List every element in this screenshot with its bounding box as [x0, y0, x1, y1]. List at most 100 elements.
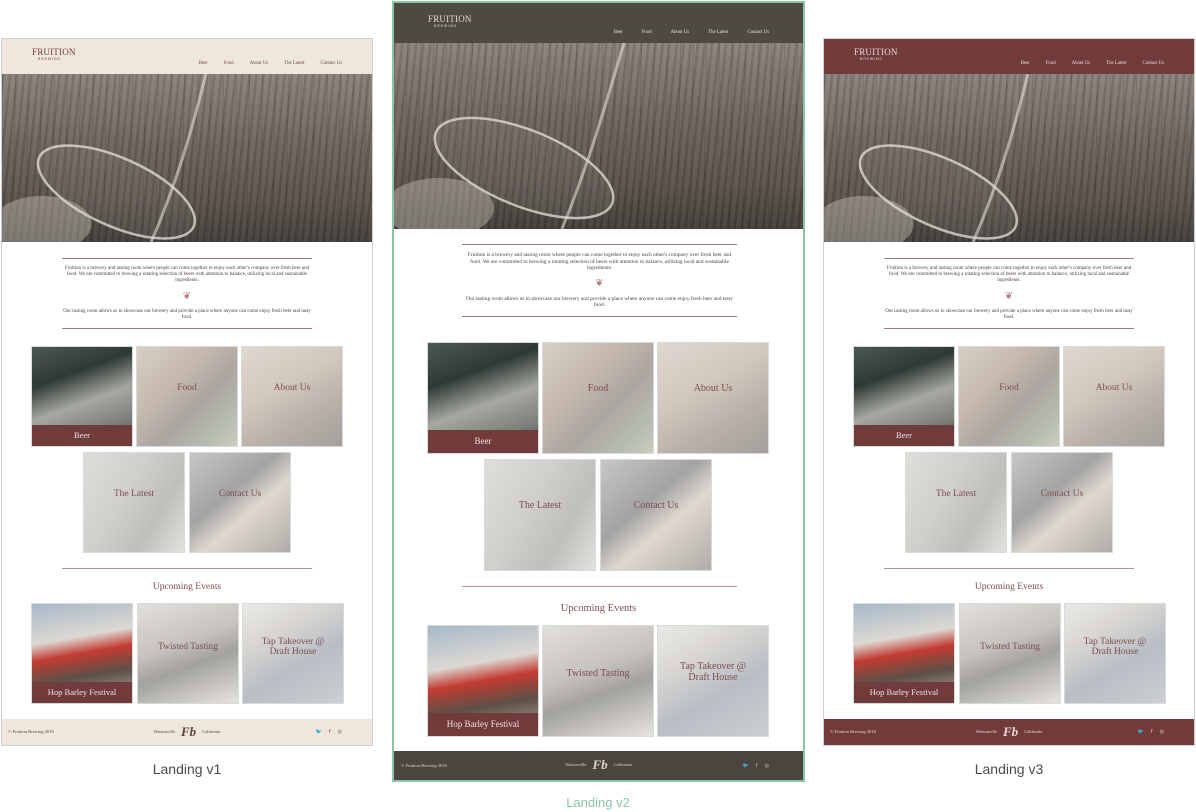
- hero-image: [394, 43, 803, 229]
- site-header: FRUITION BREWING Beer Food About Us The …: [2, 39, 372, 74]
- nav-beer[interactable]: Beer: [1020, 61, 1030, 66]
- tile-label: Food: [587, 383, 609, 394]
- tile-food[interactable]: Food: [136, 346, 238, 447]
- facebook-icon[interactable]: f: [1150, 729, 1153, 735]
- events-heading: Upcoming Events: [152, 582, 222, 592]
- nav-food[interactable]: Food: [641, 30, 652, 35]
- footer-location: Watsonville Fb California: [824, 724, 1194, 739]
- tile-the-latest[interactable]: The Latest: [905, 452, 1007, 553]
- divider: [462, 244, 737, 245]
- nav-beer[interactable]: Beer: [613, 30, 623, 35]
- tile-the-latest[interactable]: The Latest: [83, 452, 185, 553]
- tile-beer[interactable]: Beer: [853, 346, 955, 447]
- main-nav: Beer Food About Us The Latest Contact Us: [1021, 61, 1164, 66]
- copyright-text: © Fruition Brewing 2018: [401, 763, 447, 768]
- nav-about-us[interactable]: About Us: [670, 30, 690, 35]
- event-hop-barley-festival[interactable]: Hop Barley Festival: [427, 625, 539, 737]
- nav-the-latest[interactable]: The Latest: [284, 61, 305, 66]
- tile-label: Food: [999, 383, 1019, 393]
- divider: [884, 328, 1134, 330]
- event-twisted-tasting[interactable]: Twisted Tasting: [137, 603, 239, 704]
- event-tap-takeover[interactable]: Tap Takeover @ Draft House: [657, 625, 769, 737]
- logo-subtitle: BREWING: [38, 57, 62, 61]
- tile-contact-us[interactable]: Contact Us: [189, 452, 291, 553]
- tile-label: Beer: [428, 430, 538, 453]
- event-label: Tap Takeover @ Draft House: [261, 637, 325, 657]
- site-footer: © Fruition Brewing 2018 Watsonville Fb C…: [2, 719, 372, 745]
- nav-food[interactable]: Food: [1045, 61, 1056, 66]
- tile-contact-us[interactable]: Contact Us: [600, 459, 712, 571]
- nav-the-latest[interactable]: The Latest: [1106, 61, 1127, 66]
- tile-about-us[interactable]: About Us: [1063, 346, 1165, 447]
- events-heading: Upcoming Events: [560, 603, 637, 614]
- nav-the-latest[interactable]: The Latest: [708, 30, 729, 35]
- event-tap-takeover[interactable]: Tap Takeover @ Draft House: [242, 603, 344, 704]
- tile-about-us[interactable]: About Us: [241, 346, 343, 447]
- logo-wordmark: FRUITION: [854, 47, 898, 57]
- event-hop-barley-festival[interactable]: Hop Barley Festival: [31, 603, 133, 704]
- tile-food[interactable]: Food: [542, 342, 654, 454]
- tile-contact-us[interactable]: Contact Us: [1011, 452, 1113, 553]
- footer-location: Watsonville Fb California: [394, 757, 803, 772]
- nav-about-us[interactable]: About Us: [1071, 61, 1091, 66]
- landing-v1-mockup: FRUITION BREWING Beer Food About Us The …: [1, 38, 373, 746]
- social-links: 🐦 f ◎: [1138, 729, 1164, 735]
- nav-food[interactable]: Food: [223, 61, 234, 66]
- event-twisted-tasting[interactable]: Twisted Tasting: [959, 603, 1061, 704]
- tile-label: The Latest: [935, 489, 977, 499]
- site-header: FRUITION BREWING Beer Food About Us The …: [394, 3, 803, 43]
- tile-beer[interactable]: Beer: [427, 342, 539, 454]
- tile-label: About Us: [693, 383, 733, 394]
- caption-landing-v2: Landing v2: [566, 795, 630, 810]
- tile-label: Food: [177, 383, 197, 393]
- nav-contact-us[interactable]: Contact Us: [1142, 61, 1164, 66]
- landing-v3-mockup: FRUITION BREWING Beer Food About Us The …: [823, 38, 1195, 746]
- caption-landing-v1: Landing v1: [152, 761, 222, 777]
- tile-label: About Us: [1095, 383, 1133, 393]
- facebook-icon[interactable]: f: [328, 729, 331, 735]
- event-twisted-tasting[interactable]: Twisted Tasting: [542, 625, 654, 737]
- nav-contact-us[interactable]: Contact Us: [747, 30, 769, 35]
- monogram-logo[interactable]: Fb: [1002, 724, 1019, 739]
- event-tap-takeover[interactable]: Tap Takeover @ Draft House: [1064, 603, 1166, 704]
- twitter-icon[interactable]: 🐦: [1137, 729, 1144, 735]
- monogram-logo[interactable]: Fb: [180, 724, 197, 739]
- tile-the-latest[interactable]: The Latest: [484, 459, 596, 571]
- footer-city: Watsonville: [565, 762, 587, 767]
- landing-v2-mockup: FRUITION BREWING Beer Food About Us The …: [392, 1, 805, 782]
- hop-icon: ❦: [182, 290, 192, 302]
- brand-logo[interactable]: FRUITION BREWING: [854, 47, 898, 66]
- intro-paragraph: Fruition is a brewery and tasting room w…: [64, 266, 310, 284]
- brand-logo[interactable]: FRUITION BREWING: [32, 47, 76, 66]
- nav-beer[interactable]: Beer: [198, 61, 208, 66]
- instagram-icon[interactable]: ◎: [1159, 729, 1164, 735]
- tile-food[interactable]: Food: [958, 346, 1060, 447]
- hero-glass-illustration: [824, 74, 1030, 242]
- footer-location: Watsonville Fb California: [2, 724, 372, 739]
- tile-beer[interactable]: Beer: [31, 346, 133, 447]
- hero-glass-illustration: [394, 43, 626, 229]
- tasting-room-paragraph: Our tasting room allows us to showcase o…: [63, 308, 311, 320]
- brand-logo[interactable]: FRUITION BREWING: [428, 14, 472, 33]
- instagram-icon[interactable]: ◎: [764, 763, 769, 769]
- event-label: Hop Barley Festival: [854, 682, 954, 703]
- intro-paragraph: Fruition is a brewery and tasting room w…: [886, 266, 1132, 284]
- instagram-icon[interactable]: ◎: [337, 729, 342, 735]
- logo-wordmark: FRUITION: [32, 47, 76, 57]
- twitter-icon[interactable]: 🐦: [315, 729, 322, 735]
- logo-wordmark: FRUITION: [428, 14, 472, 24]
- nav-about-us[interactable]: About Us: [249, 61, 269, 66]
- twitter-icon[interactable]: 🐦: [742, 763, 749, 769]
- intro-section: Fruition is a brewery and tasting room w…: [462, 244, 737, 317]
- tile-label: The Latest: [113, 489, 155, 499]
- hero-image: [824, 74, 1194, 242]
- tile-about-us[interactable]: About Us: [657, 342, 769, 454]
- tile-label: Beer: [32, 425, 132, 446]
- divider: [884, 258, 1134, 259]
- monogram-logo[interactable]: Fb: [592, 757, 608, 772]
- nav-contact-us[interactable]: Contact Us: [320, 61, 342, 66]
- footer-state: California: [1024, 729, 1043, 734]
- facebook-icon[interactable]: f: [755, 763, 758, 769]
- site-header: FRUITION BREWING Beer Food About Us The …: [824, 39, 1194, 74]
- event-hop-barley-festival[interactable]: Hop Barley Festival: [853, 603, 955, 704]
